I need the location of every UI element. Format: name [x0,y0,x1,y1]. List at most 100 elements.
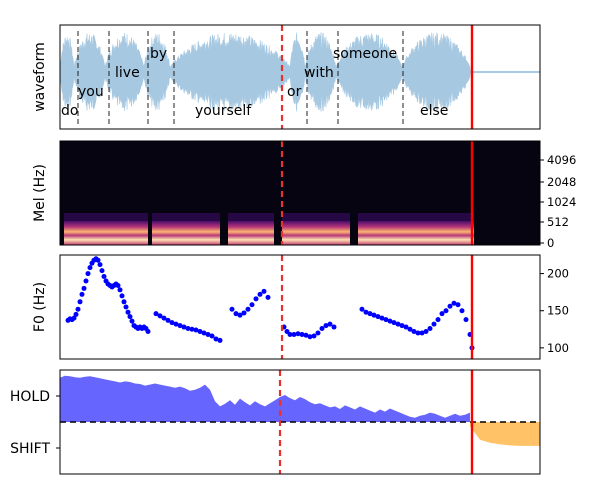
turn-taking-frame [59,369,541,475]
f0-point [395,321,401,327]
f0-point [197,329,203,335]
f0-point [193,327,199,333]
f0-point [81,285,87,291]
f0-point [423,329,429,335]
f0-point [415,330,421,336]
f0-point [371,312,377,318]
f0-point [383,317,389,323]
f0-point [115,282,121,288]
f0-point [121,299,127,305]
f0-point [189,326,195,332]
f0-point [119,293,125,299]
turn-taking-panel: HOLD SHIFT [10,369,541,475]
mel-ylabel: Mel (Hz) [32,164,48,222]
f0-point [439,311,445,317]
f0-point [95,257,101,263]
waveform-plot [60,25,540,129]
f0-point [387,318,393,324]
word-label: yourself [195,103,252,119]
f0-point [185,326,191,332]
f0-ylabel: F0 (Hz) [32,282,48,332]
f0-point [249,302,255,308]
spectrogram-harmonics [228,221,274,245]
f0-point [403,324,409,330]
word-label: someone [333,46,397,62]
f0-point [261,288,267,294]
spectrogram-frame [59,140,541,246]
f0-point [229,306,235,312]
f0-point [375,314,381,320]
spectrogram-harmonics [358,221,474,245]
f0-point [323,323,329,329]
f0-point [291,331,297,337]
spectrogram-harmonics [152,221,220,245]
f0-point [73,311,79,317]
f0-point [87,265,93,271]
f0-point [447,303,453,309]
f0-point [311,333,317,339]
f0-point [331,324,337,330]
f0-plot [65,255,475,359]
word-label: with [304,65,334,81]
word-label: by [150,46,167,62]
waveform-frame [59,24,541,130]
f0-point [101,274,107,280]
f0-point [407,326,413,332]
f0-point [359,306,365,312]
f0-point [99,268,105,274]
mel-y-tick-label: 1024 [547,195,576,209]
spectrogram-plot [64,141,474,245]
mel-y-ticks: 0 512 1024 2048 4096 [540,153,576,250]
f0-point [435,317,441,323]
f0-point [443,308,449,314]
f0-point [451,300,457,306]
turn-taking-plot [60,370,540,474]
f0-point [299,331,305,337]
f0-point [153,311,159,317]
f0-y-tick-label: 200 [547,267,569,281]
f0-point [399,323,405,329]
category-label-hold: HOLD [10,389,50,405]
turn-taking-y-ticks: HOLD SHIFT [10,389,60,457]
f0-point [391,320,397,326]
f0-point [75,306,81,312]
f0-point [97,262,103,268]
f0-point [237,312,243,318]
f0-point [145,329,151,335]
f0-point [319,326,325,332]
f0-point [379,315,385,321]
f0-point [177,323,183,329]
f0-point [79,291,85,297]
mel-y-tick-label: 4096 [547,153,576,167]
mel-y-tick-label: 2048 [547,175,576,189]
f0-y-tick-label: 150 [547,304,569,318]
f0-point [129,318,135,324]
f0-point [213,336,219,342]
f0-point [165,317,171,323]
f0-point [455,302,461,308]
f0-point [315,330,321,336]
word-label: live [115,65,140,81]
word-label: do [61,103,78,119]
f0-point [217,337,223,343]
f0-point [83,278,89,284]
f0-y-ticks: 100 150 200 [540,267,569,355]
f0-frame [59,254,541,360]
f0-point [123,304,129,310]
spectrogram-harmonics [282,221,350,245]
word-label: else [420,103,448,119]
mel-y-tick-label: 0 [547,236,554,250]
f0-point [127,314,133,320]
f0-point [427,326,433,332]
f0-point [363,309,369,315]
f0-point [241,310,247,316]
f0-point [367,311,373,317]
f0-point [233,311,239,317]
f0-point [117,287,123,293]
f0-point [157,313,163,319]
f0-point [419,330,425,336]
f0-point [125,309,131,315]
category-label-shift: SHIFT [10,441,50,457]
